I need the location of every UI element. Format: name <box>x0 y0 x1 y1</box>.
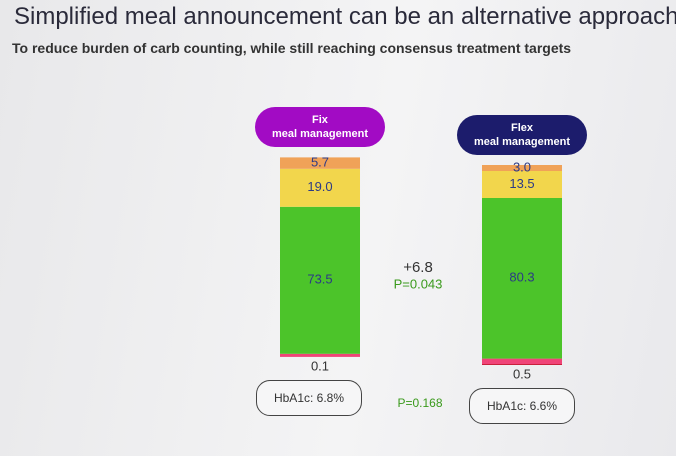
chart-title: Simplified meal announcement can be an a… <box>14 3 676 30</box>
value-label: 5.7 <box>311 155 329 170</box>
p-value: P=0.043 <box>394 276 443 291</box>
chart-subtitle: To reduce burden of carb counting, while… <box>12 40 572 56</box>
difference-label: +6.8 <box>403 259 433 276</box>
hba1c-label: HbA1c: 6.6% <box>469 388 575 424</box>
value-label: 13.5 <box>509 176 534 191</box>
value-label: 73.5 <box>307 272 332 287</box>
bar-segment <box>280 353 360 357</box>
p-value: P=0.168 <box>397 396 442 410</box>
value-label: 0.5 <box>513 366 531 381</box>
bar-segment <box>280 168 360 207</box>
hba1c-label: HbA1c: 6.8% <box>256 380 362 416</box>
bar-segment <box>482 171 562 198</box>
bar-segment <box>482 358 562 364</box>
category-pill: Flex meal management <box>457 115 587 155</box>
bar-segment <box>482 198 562 359</box>
bar-segment <box>280 206 360 354</box>
value-label: 0.1 <box>311 358 329 373</box>
category-pill: Fix meal management <box>255 107 385 147</box>
value-label: 80.3 <box>509 270 534 285</box>
value-label: 19.0 <box>307 179 332 194</box>
bar-segment <box>280 157 360 169</box>
value-label: 3.0 <box>513 159 531 174</box>
bar-segment <box>482 364 562 365</box>
bar-segment <box>482 165 562 171</box>
